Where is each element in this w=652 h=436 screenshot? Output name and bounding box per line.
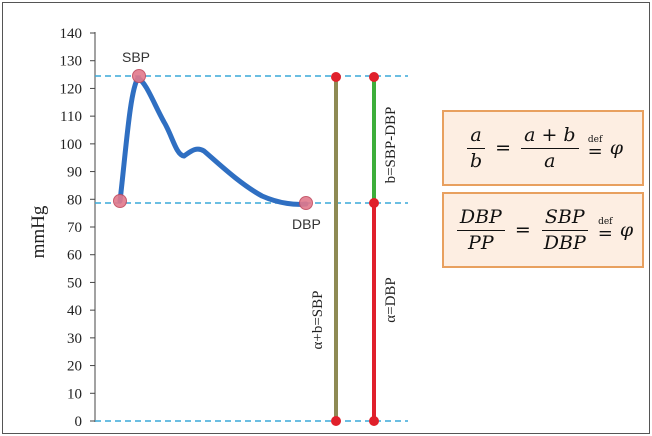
dbp-label: DBP	[292, 216, 321, 232]
fraction-numerator: a	[467, 124, 485, 149]
y-tick-label: 70	[67, 220, 82, 236]
a-plus-b-bottom-dot	[331, 416, 341, 426]
b-top-dot	[369, 72, 379, 82]
y-tick-label: 40	[67, 303, 82, 319]
fraction-denominator: DBP	[543, 231, 586, 254]
defined-equal-sign: def =	[597, 217, 613, 245]
fraction-a-over-b: a b	[467, 124, 485, 172]
y-axis-ticks: 0 10 20 30 40 50 60 70 80 90 100 110 120 130 140	[60, 26, 95, 430]
fraction-numerator: a + b	[521, 124, 579, 149]
y-tick-label: 50	[67, 275, 82, 291]
dbp-marker	[299, 196, 313, 210]
sbp-label: SBP	[122, 49, 150, 65]
y-axis-label: mmHg	[28, 205, 49, 258]
y-tick-label: 120	[60, 81, 83, 97]
y-tick-label: 140	[60, 26, 83, 42]
golden-ratio-formula-box: a b = a + b a def = φ	[442, 110, 644, 186]
fraction-denominator: b	[470, 149, 483, 172]
y-tick-label: 90	[67, 165, 82, 181]
waveform-start-marker	[113, 194, 127, 208]
a-plus-b-top-dot	[331, 72, 341, 82]
fraction-a-plus-b-over-a: a + b a	[521, 124, 579, 172]
y-tick-label: 20	[67, 359, 82, 375]
y-tick-label: 130	[60, 54, 83, 70]
pressure-waveform	[117, 75, 309, 207]
defined-equal-sign: def =	[587, 135, 603, 163]
b-bottom-dot	[369, 198, 379, 208]
def-text: def	[587, 135, 603, 146]
a-bottom-dot	[369, 416, 379, 426]
y-tick-label: 30	[67, 331, 82, 347]
def-text: def	[598, 217, 613, 228]
phi-symbol: φ	[619, 219, 634, 241]
y-tick-label: 110	[60, 109, 82, 125]
y-tick-label: 80	[67, 192, 82, 208]
equals-sign: =	[514, 219, 531, 241]
def-equals: =	[587, 141, 603, 163]
a-label: α=DBP	[383, 277, 399, 323]
fraction-numerator: SBP	[541, 206, 588, 231]
sbp-marker	[132, 69, 146, 83]
pressure-ratio-formula-box: DBP PP = SBP DBP def = φ	[442, 192, 644, 268]
pressure-ratio-equation: DBP PP = SBP DBP def = φ	[444, 194, 642, 266]
fraction-dbp-over-pp: DBP PP	[456, 206, 505, 254]
a-plus-b-label: α+b=SBP	[310, 291, 326, 350]
y-tick-label: 10	[67, 386, 82, 402]
fraction-sbp-over-dbp: SBP DBP	[541, 206, 589, 254]
y-tick-label: 60	[67, 248, 82, 264]
b-label: b=SBP-DBP	[383, 107, 399, 184]
y-tick-label: 100	[60, 137, 83, 153]
def-equals: =	[597, 223, 613, 245]
fraction-denominator: PP	[468, 231, 494, 254]
phi-symbol: φ	[609, 137, 623, 159]
equals-sign: =	[495, 137, 512, 159]
golden-ratio-equation: a b = a + b a def = φ	[444, 112, 642, 184]
fraction-denominator: a	[544, 149, 556, 172]
y-tick-label: 0	[75, 414, 83, 430]
fraction-numerator: DBP	[456, 206, 505, 231]
